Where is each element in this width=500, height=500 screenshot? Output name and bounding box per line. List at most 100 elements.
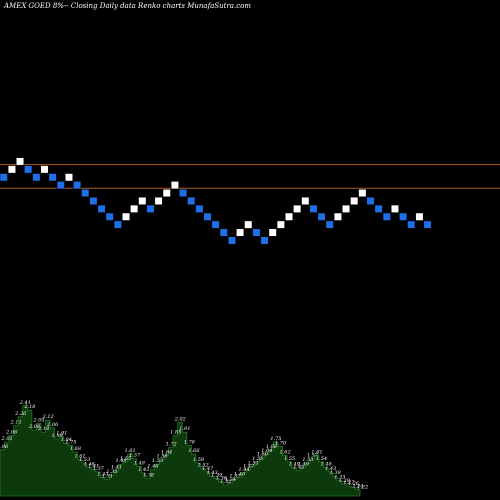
volume-label-20: 1.41 [88, 464, 99, 470]
volume-label-50: 1.34 [225, 477, 236, 483]
volume-label-39: 2.02 [174, 416, 186, 422]
volume-label-15: 1.75 [65, 439, 76, 445]
volume-label-54: 1.47 [243, 464, 255, 470]
volume-label-47: 1.39 [211, 472, 223, 478]
renko-brick-47 [382, 212, 391, 221]
volume-label-66: 1.49 [298, 461, 310, 467]
renko-brick-36 [293, 204, 302, 213]
renko-brick-26 [211, 220, 220, 229]
renko-brick-46 [374, 204, 383, 213]
volume-label-56: 1.55 [252, 456, 263, 462]
volume-label-45: 1.47 [202, 466, 214, 472]
volume-label-70: 1.54 [316, 456, 327, 462]
renko-brick-48 [390, 204, 399, 213]
volume-label-18: 1.53 [79, 457, 90, 463]
volume-label-36: 1.64 [161, 449, 172, 455]
renko-brick-44 [358, 189, 367, 198]
renko-bricks [0, 157, 432, 245]
renko-brick-4 [32, 173, 41, 182]
renko-brick-6 [48, 173, 57, 182]
renko-brick-0 [0, 173, 8, 182]
renko-brick-52 [423, 220, 432, 229]
volume-label-48: 1.36 [216, 476, 228, 482]
renko-brick-25 [203, 212, 212, 221]
renko-brick-19 [154, 196, 163, 205]
renko-brick-2 [16, 157, 25, 166]
volume-area-path [0, 405, 361, 497]
volume-label-69: 1.61 [311, 449, 322, 455]
volume-label-11: 2.06 [46, 422, 59, 428]
volume-label-23: 1.31 [102, 474, 113, 480]
volume-label-77: 1.26 [348, 481, 360, 487]
renko-brick-22 [179, 189, 188, 198]
renko-brick-50 [407, 220, 416, 229]
renko-brick-27 [219, 228, 228, 237]
volume-label-71: 1.48 [321, 461, 332, 467]
volume-label-29: 1.57 [129, 453, 141, 459]
volume-label-59: 1.68 [266, 444, 277, 450]
volume-label-53: 1.44 [239, 467, 250, 473]
volume-label-32: 1.38 [143, 472, 154, 478]
renko-brick-8 [64, 173, 73, 182]
volume-label-6: 2.18 [23, 404, 35, 410]
chart-title: AMEX GOED 8%-- Closing Daily data Renko … [3, 2, 251, 10]
volume-label-55: 1.51 [248, 460, 259, 466]
volume-label-60: 1.75 [270, 436, 281, 442]
volume-label-19: 1.46 [84, 461, 96, 467]
renko-brick-41 [333, 212, 342, 221]
renko-brick-13 [105, 212, 114, 221]
volume-label-26: 1.48 [115, 458, 126, 464]
volume-label-46: 1.43 [207, 470, 218, 476]
volume-label-75: 1.29 [339, 478, 351, 484]
renko-brick-37 [301, 196, 310, 205]
volume-label-35: 1.58 [156, 454, 167, 460]
volume-label-73: 1.38 [330, 470, 341, 476]
renko-brick-28 [227, 236, 236, 245]
volume-label-7: 2.08 [28, 424, 40, 430]
renko-brick-31 [252, 228, 261, 237]
reference-lines [0, 164, 500, 189]
renko-brick-51 [415, 212, 424, 221]
renko-brick-33 [268, 228, 277, 237]
volume-label-17: 1.61 [74, 454, 85, 460]
volume-label-79: 1.22 [357, 485, 368, 491]
volume-label-52: 1.40 [234, 471, 246, 477]
volume-label-33: 1.46 [147, 464, 159, 470]
volume-label-34: 1.53 [152, 458, 163, 464]
renko-brick-10 [81, 189, 90, 198]
renko-brick-29 [236, 228, 245, 237]
volume-label-38: 1.85 [170, 430, 181, 436]
volume-label-28: 1.61 [125, 448, 136, 454]
volume-label-37: 1.72 [166, 442, 177, 448]
renko-brick-35 [285, 212, 293, 221]
volume-label-67: 1.53 [302, 457, 313, 463]
volume-label-22: 1.33 [97, 471, 108, 477]
renko-brick-34 [276, 220, 285, 229]
renko-brick-30 [244, 220, 253, 229]
volume-label-49: 1.32 [220, 479, 231, 485]
volume-label-63: 1.55 [284, 456, 295, 462]
volume-label-64: 1.49 [289, 461, 301, 467]
volume-label-0: 1.96 [0, 444, 9, 450]
volume-label-3: 2.11 [10, 420, 22, 426]
volume-label-58: 1.64 [261, 448, 272, 454]
volume-label-40: 1.91 [179, 426, 190, 432]
volume-labels: 1.962.012.062.112.262.412.182.082.052.18… [0, 400, 368, 491]
volume-label-5: 2.41 [19, 400, 31, 406]
renko-brick-17 [138, 196, 147, 205]
volume-label-65: 1.45 [293, 465, 304, 471]
renko-brick-12 [97, 204, 106, 213]
renko-brick-14 [113, 220, 122, 229]
renko-brick-11 [89, 196, 98, 205]
volume-label-62: 1.62 [280, 449, 291, 455]
volume-label-44: 1.52 [198, 463, 209, 469]
renko-brick-1 [7, 165, 16, 174]
renko-brick-43 [350, 196, 359, 205]
volume-label-78: 1.24 [352, 483, 363, 489]
volume-label-24: 1.35 [106, 469, 117, 475]
renko-brick-3 [24, 165, 33, 174]
volume-label-61: 1.70 [275, 441, 287, 447]
volume-label-25: 1.41 [111, 465, 122, 471]
renko-brick-15 [122, 212, 130, 221]
